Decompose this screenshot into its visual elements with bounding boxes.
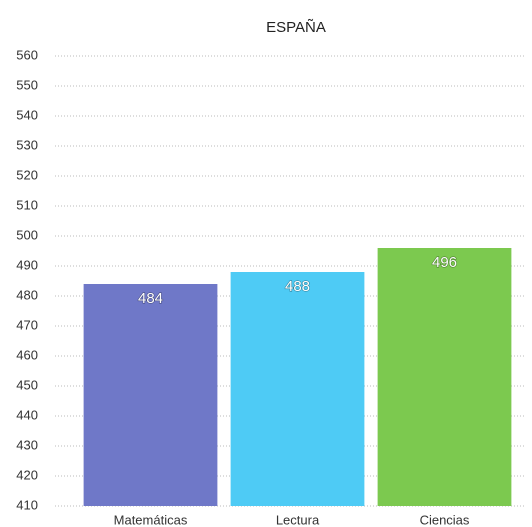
value-label: 488 — [285, 278, 310, 295]
y-tick-label: 520 — [16, 167, 38, 182]
y-tick-label: 480 — [16, 287, 38, 302]
y-tick-label: 460 — [16, 347, 38, 362]
value-label: 496 — [432, 254, 457, 271]
bar — [83, 284, 218, 506]
bar — [377, 248, 512, 506]
y-tick-label: 540 — [16, 107, 38, 122]
y-tick-label: 450 — [16, 377, 38, 392]
x-tick-label: Matemáticas — [114, 512, 188, 527]
y-tick-label: 440 — [16, 407, 38, 422]
y-tick-label: 490 — [16, 257, 38, 272]
y-tick-label: 500 — [16, 227, 38, 242]
y-tick-label: 550 — [16, 77, 38, 92]
y-tick-label: 470 — [16, 317, 38, 332]
value-label: 484 — [138, 290, 163, 307]
chart-title: ESPAÑA — [266, 19, 326, 36]
y-tick-label: 510 — [16, 197, 38, 212]
y-tick-label: 420 — [16, 467, 38, 482]
bar — [230, 272, 365, 506]
y-tick-label: 530 — [16, 137, 38, 152]
y-tick-label: 410 — [16, 497, 38, 512]
x-tick-label: Ciencias — [420, 512, 470, 527]
x-tick-label: Lectura — [276, 512, 320, 527]
y-tick-label: 560 — [16, 47, 38, 62]
y-tick-label: 430 — [16, 437, 38, 452]
